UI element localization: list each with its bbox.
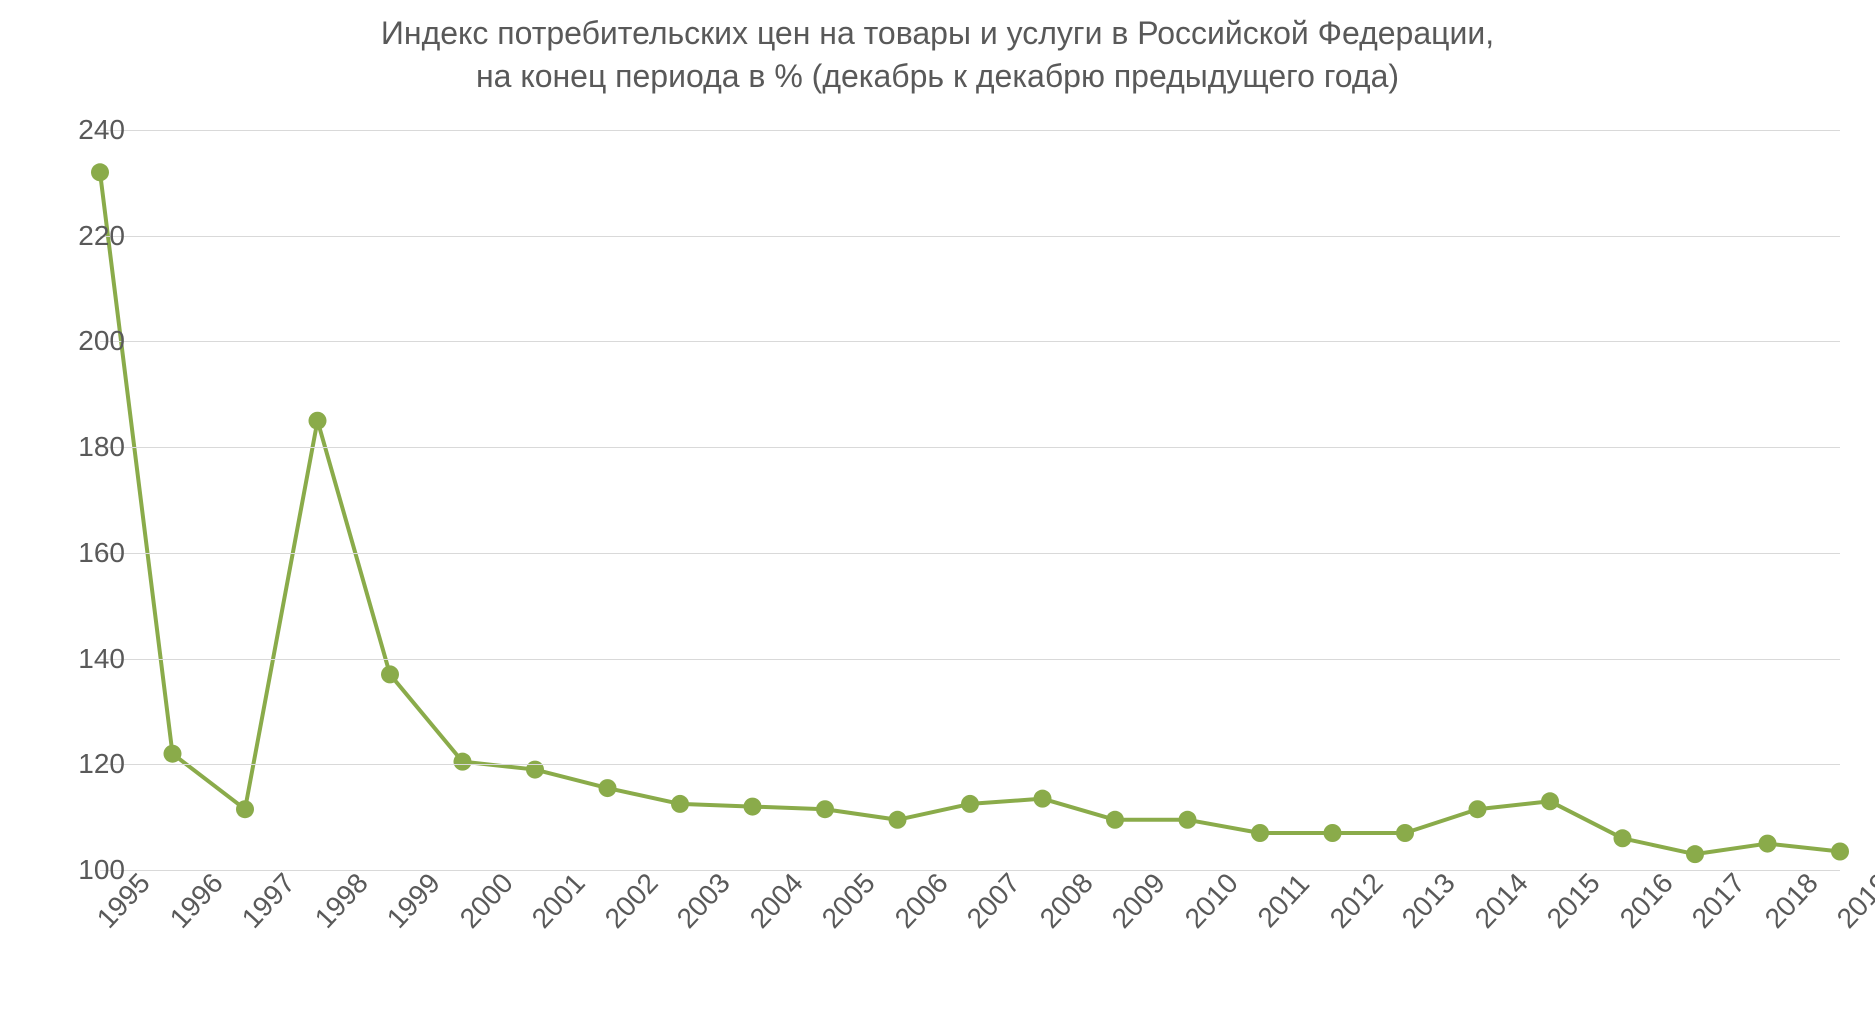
- gridline: [100, 553, 1840, 554]
- data-point: [1541, 792, 1559, 810]
- y-tick-label: 120: [45, 748, 125, 780]
- x-tick-label: 2002: [598, 867, 664, 934]
- x-tick-label: 2004: [743, 867, 809, 934]
- chart-title-line1: Индекс потребительских цен на товары и у…: [0, 12, 1875, 55]
- data-point: [961, 795, 979, 813]
- y-tick-label: 140: [45, 643, 125, 675]
- y-tick-label: 240: [45, 114, 125, 146]
- data-point: [526, 761, 544, 779]
- x-tick-label: 2000: [453, 867, 519, 934]
- x-tick-label: 1996: [163, 867, 229, 934]
- data-point: [236, 800, 254, 818]
- data-point: [164, 745, 182, 763]
- chart-title: Индекс потребительских цен на товары и у…: [0, 0, 1875, 98]
- x-tick-label: 2011: [1251, 868, 1315, 934]
- gridline: [100, 659, 1840, 660]
- y-tick-label: 160: [45, 537, 125, 569]
- data-point: [671, 795, 689, 813]
- x-tick-label: 2016: [1613, 867, 1679, 934]
- data-point: [1614, 829, 1632, 847]
- line-layer: [100, 130, 1840, 870]
- data-point: [1686, 845, 1704, 863]
- data-point: [1106, 811, 1124, 829]
- gridline: [100, 236, 1840, 237]
- x-tick-label: 2015: [1541, 867, 1607, 934]
- data-point: [1396, 824, 1414, 842]
- x-tick-label: 2013: [1396, 867, 1462, 934]
- x-tick-label: 2014: [1468, 867, 1534, 934]
- data-point: [816, 800, 834, 818]
- data-point: [1469, 800, 1487, 818]
- data-point: [91, 163, 109, 181]
- x-tick-label: 2003: [671, 867, 737, 934]
- gridline: [100, 341, 1840, 342]
- x-tick-label: 1999: [381, 867, 447, 934]
- data-point: [1831, 843, 1849, 861]
- x-tick-label: 2017: [1686, 867, 1752, 934]
- x-tick-label: 1997: [236, 867, 302, 934]
- data-point: [309, 412, 327, 430]
- data-point: [454, 753, 472, 771]
- x-tick-label: 2009: [1106, 867, 1172, 934]
- data-point: [889, 811, 907, 829]
- x-tick-label: 2019: [1831, 867, 1875, 934]
- x-tick-label: 2010: [1178, 867, 1244, 934]
- x-tick-label: 2007: [961, 867, 1027, 934]
- data-point: [1324, 824, 1342, 842]
- data-point: [1179, 811, 1197, 829]
- data-point: [744, 798, 762, 816]
- y-tick-label: 180: [45, 431, 125, 463]
- series-line: [100, 172, 1840, 854]
- x-tick-label: 2008: [1033, 867, 1099, 934]
- data-point: [381, 665, 399, 683]
- gridline: [100, 447, 1840, 448]
- y-tick-label: 220: [45, 220, 125, 252]
- data-point: [1759, 835, 1777, 853]
- cpi-chart: Индекс потребительских цен на товары и у…: [0, 0, 1875, 1026]
- y-tick-label: 200: [45, 325, 125, 357]
- x-tick-label: 1998: [308, 867, 374, 934]
- chart-title-line2: на конец периода в % (декабрь к декабрю …: [0, 55, 1875, 98]
- data-point: [1034, 790, 1052, 808]
- x-axis-ticks: 1995199619971998199920002001200220032004…: [100, 880, 1840, 1000]
- x-tick-label: 2006: [888, 867, 954, 934]
- x-tick-label: 2018: [1758, 867, 1824, 934]
- gridline: [100, 130, 1840, 131]
- data-point: [599, 779, 617, 797]
- plot-area: [100, 130, 1840, 870]
- x-tick-label: 2012: [1323, 867, 1389, 934]
- x-tick-label: 2001: [526, 867, 592, 934]
- gridline: [100, 764, 1840, 765]
- x-tick-label: 2005: [816, 867, 882, 934]
- data-point: [1251, 824, 1269, 842]
